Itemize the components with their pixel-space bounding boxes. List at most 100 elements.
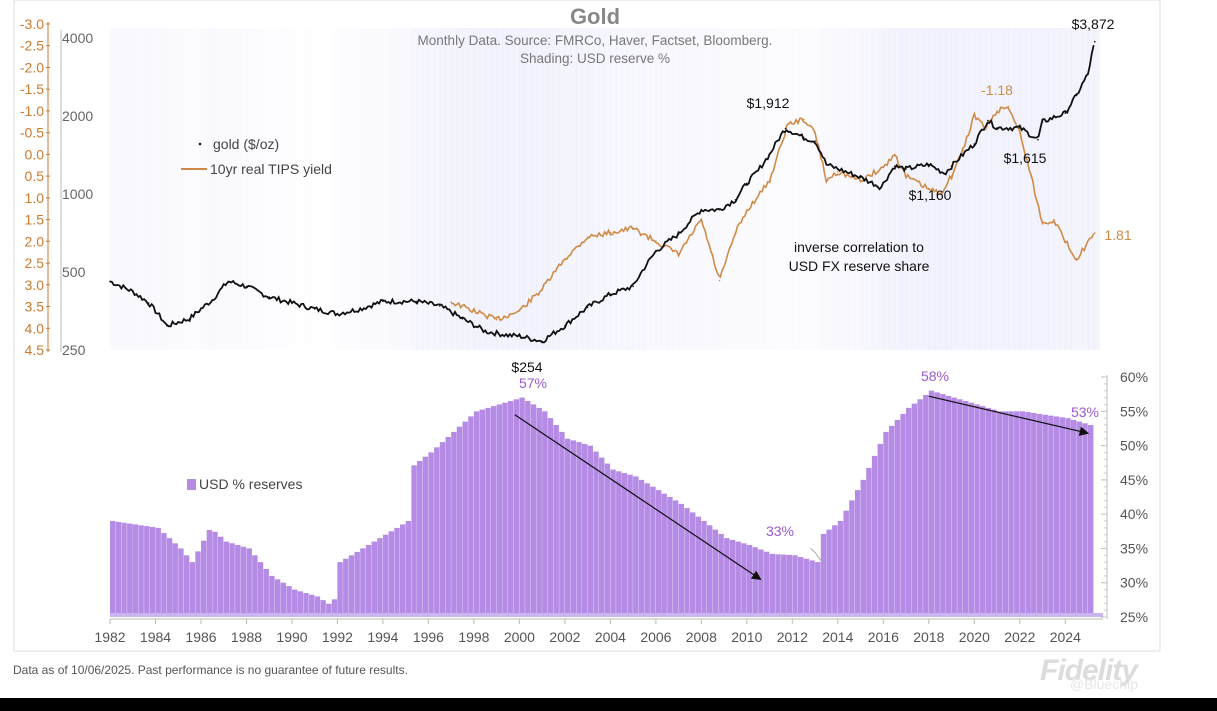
reserve-bar [638,479,645,617]
shading-slice [513,28,520,350]
reserve-bar [388,531,394,617]
gold-point [359,308,362,310]
shading-slice [741,28,748,350]
shading-slice [343,28,350,350]
reserve-bar [792,555,798,617]
shading-slice [172,28,179,350]
tips-tick-label: -2.0 [20,60,44,76]
reserve-bar [866,467,872,617]
gold-point [784,127,787,130]
gold-point [962,153,964,156]
shading-slice [394,28,401,350]
shading-slice [280,28,287,350]
tips-point [1094,232,1096,234]
gold-point [655,250,657,253]
reserve-bar [189,562,195,617]
shading-slice [388,28,395,350]
reserve-base [110,613,1103,617]
shading-slice [752,28,759,350]
reserve-bar [1082,423,1088,617]
reserve-bar [1002,411,1009,617]
shading-slice [485,28,492,350]
shading-slice [616,28,623,350]
reserve-bar [871,455,878,617]
fidelity-logo: Fidelity [1040,654,1138,687]
gold-point [416,300,418,303]
tips-tick-label: 0.0 [25,146,45,162]
tips-tick-label: 2.0 [25,233,45,249]
shading-slice [508,28,515,350]
gold-point [950,165,953,167]
tips-tick-label: -1.5 [20,81,44,97]
reserve-bar [252,555,258,617]
tips-point [586,236,589,238]
reserve-bar [610,469,616,617]
reserve-bar [127,523,133,617]
shading-slice [235,28,242,350]
tips-point [973,114,976,117]
tips-tick-label: 3.0 [25,277,45,293]
shading-slice [854,28,862,350]
shading-slice [763,28,771,350]
x-tick-label: 2004 [595,629,626,645]
shading-slice [1082,28,1089,350]
tips-tick-label: 2.5 [25,255,45,271]
reserve-bar [331,599,338,617]
shading-slice [382,28,390,350]
gold-point [227,280,230,283]
shading-slice [1076,28,1083,350]
shading-slice [263,28,270,350]
shading-slice [303,28,310,350]
reserve-bar [695,516,702,617]
reserve-bar [394,527,400,617]
gold-point [768,153,771,156]
legend-reserves-label: USD % reserves [199,476,302,492]
gold-point [541,340,543,343]
gold-point [313,308,316,310]
reserve-bar [269,575,275,617]
shading-slice [792,28,799,350]
reserve-bar [280,582,286,617]
shading-slice [144,28,151,350]
reserve-bar [400,524,406,617]
x-tick-label: 1988 [231,629,262,645]
tips-tick-label: 1.5 [25,212,45,228]
label-tips-min: -1.18 [981,82,1013,98]
reserve-bar [849,500,855,617]
reserve-bar [513,399,520,617]
reserve-bar [854,490,861,617]
chart-title: Gold [570,4,620,29]
shading-slice [161,28,168,350]
reserve-bar [1031,413,1037,617]
tips-point [609,231,612,234]
reserve-bar [587,445,593,617]
reserve-bar [837,521,844,617]
shading-slice [132,28,139,350]
gold-tick-label: 1000 [62,186,93,202]
tips-point [768,179,771,182]
reserve-bar [320,600,326,617]
gold-line [109,44,1095,344]
gold-point [802,136,805,139]
gold-point [461,318,464,320]
tips-point [746,210,748,212]
shading-slice [621,28,628,350]
reserve-bar [246,548,252,617]
gold-point [1094,40,1096,43]
reserve-bar [758,549,764,617]
shading-slice [536,28,543,350]
label-inverse-2: USD FX reserve share [789,258,930,274]
shading-slice [309,28,315,350]
shading-slice [422,28,429,350]
gold-point [188,318,191,320]
tips-point [473,310,475,312]
reserve-bar [326,603,332,617]
reserve-bar [422,456,429,617]
tips-point [928,188,930,190]
gold-point [382,300,384,303]
reserve-bar [195,551,201,617]
x-tick-label: 2014 [822,629,853,645]
tips-point [859,179,862,182]
shading-slice [138,28,145,350]
reserve-bar [968,402,974,617]
